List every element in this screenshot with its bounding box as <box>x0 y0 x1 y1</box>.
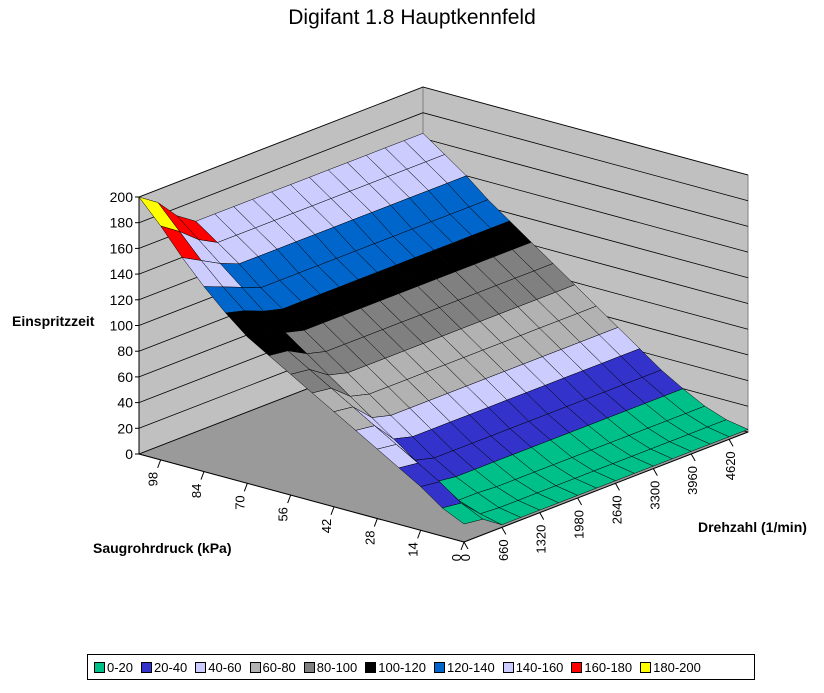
pressure-tick <box>243 483 248 492</box>
surface-cell <box>441 502 484 525</box>
pressure-tick <box>287 494 292 504</box>
rpm-axis-label: Drehzahl (1/min) <box>698 519 807 535</box>
pressure-tick <box>460 541 465 551</box>
z-tick-label: 120 <box>110 292 134 308</box>
rpm-tick <box>652 468 658 476</box>
z-tick-label: 100 <box>110 318 134 334</box>
rpm-tick-label: 660 <box>496 539 511 561</box>
legend-label: 120-140 <box>446 659 495 675</box>
legend-swatch <box>571 661 583 673</box>
legend-swatch <box>502 661 514 673</box>
pressure-tick <box>157 459 162 469</box>
chart-surface <box>138 133 749 526</box>
rpm-tick-label: 4620 <box>723 451 738 480</box>
legend-swatch <box>303 661 315 673</box>
legend-swatch <box>433 661 445 673</box>
legend-swatch <box>365 661 377 673</box>
legend-item: 140-160 <box>502 659 564 675</box>
legend: 0-20 20-40 40-60 60-80 80-100 100-120 120-140 1… <box>87 654 755 680</box>
legend-swatch <box>640 661 652 673</box>
z-tick-label: 60 <box>117 369 133 385</box>
legend-swatch <box>249 661 261 673</box>
z-tick-label: 20 <box>117 420 133 436</box>
pressure-axis-label: Saugrohrdruck (kPa) <box>93 540 232 556</box>
legend-item: 60-80 <box>249 659 296 675</box>
pressure-axis-line <box>138 453 465 543</box>
z-tick-label: 140 <box>110 266 134 282</box>
rpm-tick <box>577 497 583 506</box>
rpm-tick <box>501 527 507 535</box>
legend-item: 160-180 <box>571 660 632 675</box>
rpm-tick <box>539 512 545 520</box>
pressure-tick-label: 84 <box>189 484 204 498</box>
z-tick-label: 200 <box>110 189 134 205</box>
legend-swatch <box>94 661 105 673</box>
pressure-tick-label: 56 <box>276 507 291 521</box>
rpm-tick <box>463 541 469 550</box>
legend-label: 20-40 <box>154 659 188 675</box>
z-tick-label: 160 <box>110 240 134 256</box>
pressure-tick-label: 28 <box>362 531 377 545</box>
legend-label: 140-160 <box>515 659 564 675</box>
legend-swatch <box>195 661 207 673</box>
legend-label: 40-60 <box>208 659 242 675</box>
rpm-tick-label: 1320 <box>534 525 549 554</box>
chart-axes: 0 20 40 60 80 100 120 140 160 180 200 0 14 28 42 56 70 84… <box>110 189 749 561</box>
legend-label: 180-200 <box>653 659 701 675</box>
rpm-tick <box>728 439 734 447</box>
legend-item: 120-140 <box>433 659 495 675</box>
legend-item: 80-100 <box>303 659 358 675</box>
z-axis-label: Einspritzzeit <box>12 313 95 329</box>
gridline <box>138 112 749 224</box>
gridline <box>138 86 749 198</box>
legend-item: 100-120 <box>365 660 426 675</box>
legend-label: 100-120 <box>378 659 426 675</box>
pressure-tick <box>330 506 335 515</box>
legend-label: 60-80 <box>262 659 296 675</box>
pressure-tick-label: 70 <box>232 495 247 509</box>
rpm-tick-label: 3300 <box>647 481 662 510</box>
pressure-tick <box>200 471 205 480</box>
z-tick-label: 80 <box>117 343 133 359</box>
pressure-tick-label: 0 <box>449 554 464 561</box>
legend-item: 0-20 <box>94 660 133 675</box>
legend-item: 20-40 <box>141 660 187 675</box>
rpm-tick-label: 3960 <box>685 466 700 495</box>
legend-item: 40-60 <box>195 659 242 675</box>
rpm-tick <box>690 453 696 462</box>
legend-item: 180-200 <box>640 660 701 675</box>
legend-label: 0-20 <box>107 659 134 675</box>
legend-label: 160-180 <box>584 659 633 675</box>
rpm-tick-label: 2640 <box>609 495 624 524</box>
legend-label: 80-100 <box>316 659 358 675</box>
pressure-tick <box>417 530 422 539</box>
pressure-tick-label: 14 <box>406 542 421 556</box>
rpm-tick-label: 0 <box>458 554 473 561</box>
z-tick-label: 0 <box>125 446 133 462</box>
rpm-tick <box>615 483 620 491</box>
z-tick-label: 40 <box>117 395 133 411</box>
rpm-axis-line <box>463 431 749 543</box>
z-tick-label: 180 <box>110 215 134 231</box>
pressure-tick-label: 98 <box>146 472 161 486</box>
chart-title: Digifant 1.8 Hauptkennfeld <box>288 6 536 29</box>
legend-swatch <box>141 661 153 673</box>
pressure-tick-label: 42 <box>319 519 334 533</box>
rpm-tick-label: 1980 <box>572 510 587 539</box>
pressure-tick <box>373 518 378 527</box>
